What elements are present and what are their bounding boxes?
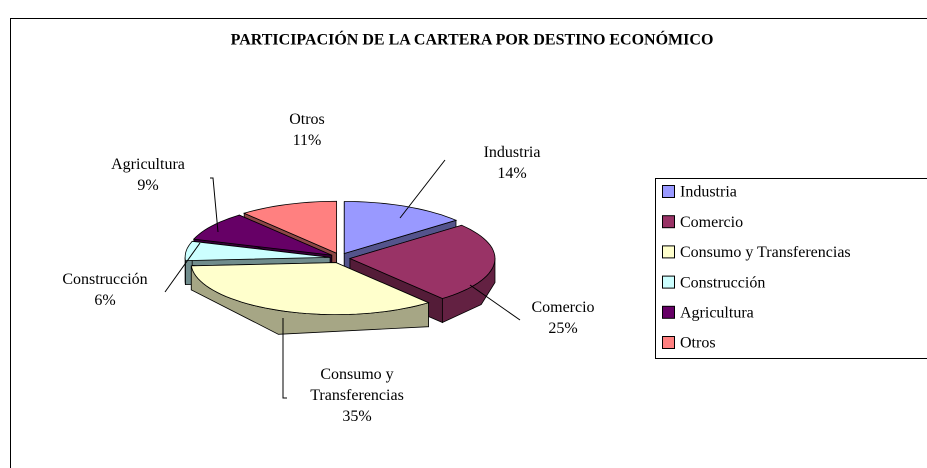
label-name: Industria — [483, 144, 541, 161]
label-value: 35% — [342, 407, 372, 425]
data-label: Comercio 25% — [488, 297, 638, 339]
slice-top — [343, 201, 458, 255]
slice-top — [190, 262, 430, 316]
data-label: Construcción 6% — [30, 269, 180, 311]
leader-line — [164, 242, 201, 293]
slice-top — [348, 224, 496, 299]
label-name: Consumo y Transferencias — [310, 365, 404, 404]
leader-line — [399, 159, 446, 219]
legend-label: Otros — [680, 335, 716, 352]
label-value: 14% — [497, 165, 527, 182]
leader-line — [469, 284, 521, 321]
slice-top — [184, 240, 331, 262]
slice-top — [192, 214, 332, 256]
legend-swatch — [662, 305, 675, 319]
leader-line — [282, 318, 287, 399]
legend-swatch — [662, 215, 675, 229]
legend-box — [655, 178, 927, 359]
data-label: Consumo y Transferencias 35% — [282, 364, 432, 427]
slice-top — [243, 200, 338, 254]
data-label: Otros 11% — [232, 109, 382, 151]
data-label: Industria 14% — [437, 142, 587, 184]
chart-title: PARTICIPACIÓN DE LA CARTERA POR DESTINO … — [231, 30, 714, 49]
label-value: 9% — [137, 177, 159, 194]
label-value: 11% — [292, 132, 322, 149]
legend-label: Comercio — [680, 214, 743, 231]
label-value: 25% — [548, 320, 578, 337]
legend-label: Agricultura — [680, 304, 754, 321]
legend-label: Consumo y Transferencias — [680, 244, 851, 261]
legend-swatch — [662, 245, 675, 259]
label-name: Construcción — [62, 271, 148, 288]
pie-slice — [190, 261, 430, 335]
legend-label: Construcción — [680, 274, 765, 291]
legend-swatch — [662, 336, 675, 349]
data-label: Agricultura 9% — [73, 154, 223, 196]
leader-line — [210, 177, 219, 233]
label-name: Comercio — [531, 299, 595, 316]
label-name: Agricultura — [111, 156, 185, 173]
label-value: 6% — [94, 292, 116, 309]
legend-swatch — [662, 275, 675, 289]
legend-swatch — [662, 185, 675, 198]
legend-label: Industria — [680, 184, 737, 201]
label-name: Otros — [289, 111, 325, 128]
